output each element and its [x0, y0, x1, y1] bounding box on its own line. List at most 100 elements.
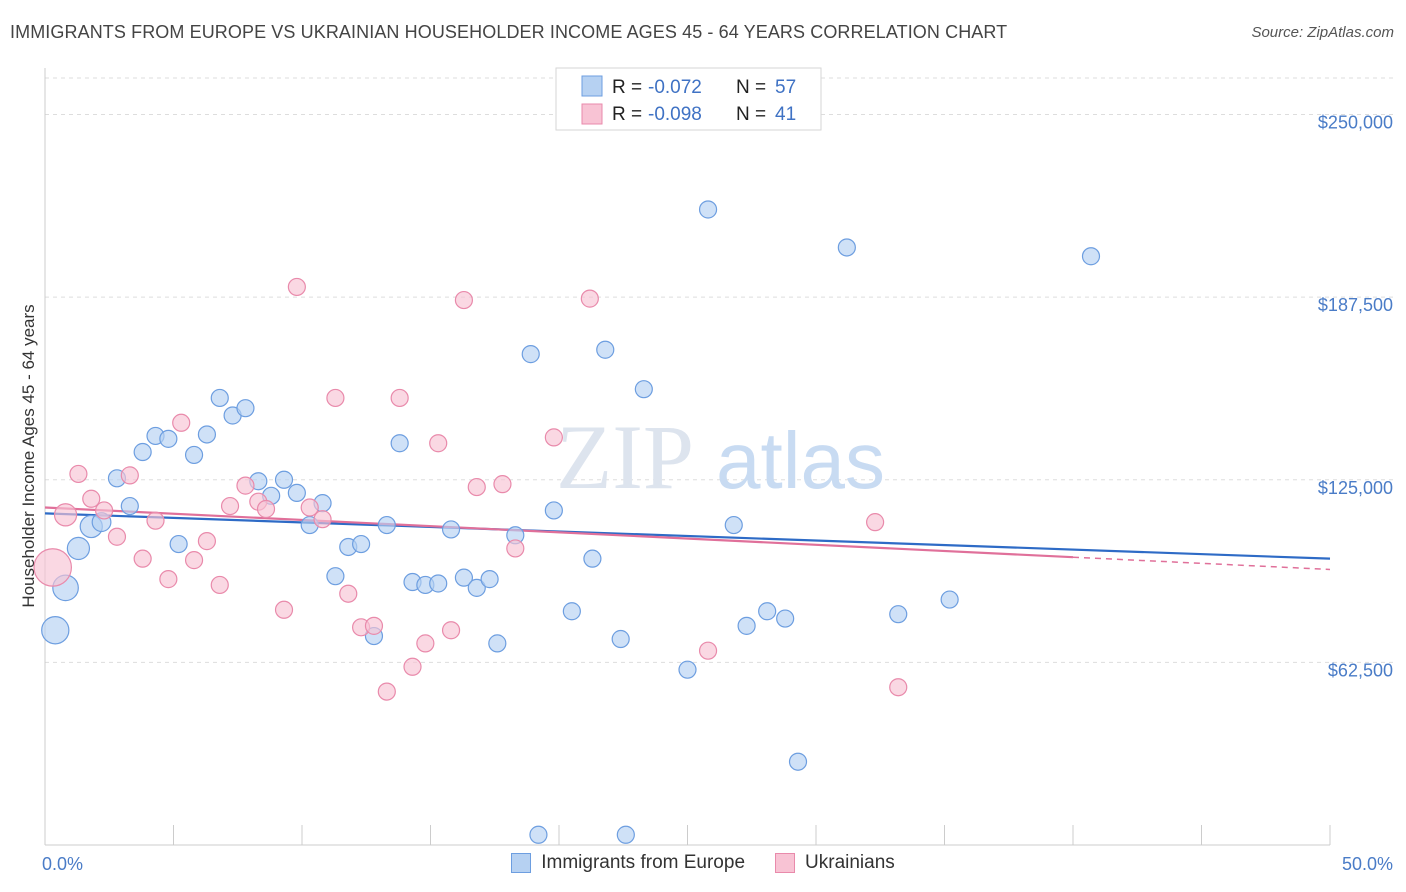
point-ukrainians-10 — [172, 413, 191, 432]
point-europe-43 — [611, 629, 630, 649]
point-ukrainians-29 — [416, 634, 435, 653]
point-ukrainians-39 — [866, 513, 885, 532]
point-europe-42 — [596, 340, 615, 359]
point-ukrainians-4 — [95, 501, 114, 520]
point-ukrainians-18 — [274, 600, 294, 619]
y-tick-label-2: $187,500 — [1318, 295, 1393, 315]
watermark: ZIP atlas — [556, 406, 885, 508]
point-europe-10 — [169, 534, 188, 554]
point-europe-24 — [352, 534, 371, 554]
point-europe-9 — [159, 429, 178, 448]
point-ukrainians-38 — [698, 641, 718, 660]
point-ukrainians-13 — [210, 575, 229, 595]
trend-extension-ukrainians — [1072, 556, 1331, 571]
y-axis-label: Householder Income Ages 45 - 64 years — [19, 304, 38, 607]
point-ukrainians-5 — [107, 527, 127, 546]
y-tick-labels: $62,500 $125,000 $187,500 $250,000 — [1318, 113, 1393, 681]
point-ukrainians-8 — [146, 511, 165, 530]
point-europe-30 — [429, 574, 448, 593]
grid-lines — [45, 77, 1395, 663]
point-europe-13 — [210, 388, 229, 408]
point-europe-49 — [737, 616, 756, 635]
point-europe-32 — [454, 568, 474, 587]
point-europe-27 — [390, 434, 409, 453]
point-ukrainians-2 — [69, 464, 88, 484]
point-europe-6 — [120, 496, 139, 516]
data-points — [33, 200, 1101, 844]
point-europe-51 — [776, 609, 795, 628]
point-europe-55 — [940, 590, 959, 609]
legend-r-value-ukrainians: -0.098 — [648, 104, 702, 125]
y-tick-label-3: $250,000 — [1318, 113, 1393, 133]
point-ukrainians-30 — [429, 434, 448, 453]
point-europe-37 — [521, 345, 540, 364]
legend: R = -0.072 N = 57 R = -0.098 N = 41 — [555, 67, 822, 131]
point-ukrainians-9 — [159, 570, 178, 589]
x-tick-label-1: 50.0% — [1342, 854, 1393, 874]
point-ukrainians-19 — [287, 277, 306, 297]
x-tick-label-0: 0.0% — [42, 854, 83, 874]
point-europe-41 — [583, 549, 602, 568]
point-europe-53 — [837, 238, 856, 257]
point-europe-22 — [326, 567, 345, 586]
watermark-atlas: atlas — [716, 416, 885, 505]
point-europe-45 — [634, 380, 653, 399]
trend-line-europe — [44, 512, 1331, 560]
point-ukrainians-17 — [256, 499, 276, 519]
point-ukrainians-7 — [133, 549, 152, 568]
point-ukrainians-33 — [467, 477, 486, 497]
legend-n-label-europe: N = — [736, 77, 766, 98]
legend-n-label-ukrainians: N = — [736, 104, 766, 125]
point-europe-48 — [724, 515, 743, 535]
point-europe-15 — [236, 399, 255, 418]
point-ukrainians-11 — [184, 551, 204, 570]
point-ukrainians-37 — [580, 289, 599, 308]
point-ukrainians-31 — [441, 621, 461, 640]
point-ukrainians-20 — [300, 498, 319, 517]
series-label-europe: Immigrants from Europe — [541, 852, 746, 873]
point-ukrainians-21 — [313, 510, 332, 529]
series-swatch-europe — [511, 853, 532, 873]
point-ukrainians-15 — [236, 476, 255, 495]
point-europe-40 — [562, 602, 581, 621]
legend-r-label-europe: R = — [612, 77, 642, 98]
trend-lines — [44, 506, 1331, 571]
x-tick-labels: 0.0% 50.0% — [42, 854, 1393, 874]
legend-swatch-europe — [581, 75, 603, 97]
legend-n-value-europe: 57 — [775, 77, 796, 98]
point-europe-19 — [287, 483, 306, 503]
chart-title: IMMIGRANTS FROM EUROPE VS UKRAINIAN HOUS… — [10, 22, 1008, 42]
point-ukrainians-14 — [220, 496, 240, 516]
point-europe-2 — [66, 536, 91, 561]
point-ukrainians-22 — [326, 388, 345, 408]
point-europe-33 — [467, 578, 486, 597]
point-europe-11 — [184, 445, 204, 465]
point-ukrainians-27 — [390, 388, 409, 408]
point-europe-26 — [377, 515, 396, 535]
point-ukrainians-28 — [403, 657, 422, 676]
point-europe-38 — [529, 825, 548, 844]
point-ukrainians-34 — [493, 475, 512, 494]
legend-r-value-europe: -0.072 — [648, 77, 702, 98]
series-legend-ukrainians: Ukrainians — [775, 852, 895, 874]
point-ukrainians-12 — [197, 532, 217, 551]
series-legend: Immigrants from Europe Ukrainians — [0, 852, 1406, 874]
series-label-ukrainians: Ukrainians — [805, 852, 895, 873]
point-europe-46 — [678, 660, 697, 679]
point-ukrainians-32 — [454, 290, 474, 310]
point-ukrainians-36 — [544, 428, 563, 447]
point-europe-44 — [616, 825, 635, 844]
point-europe-47 — [698, 200, 718, 219]
point-europe-18 — [274, 470, 294, 489]
point-europe-56 — [1081, 247, 1101, 266]
point-ukrainians-35 — [506, 539, 525, 558]
axes — [44, 68, 1331, 846]
point-europe-39 — [544, 501, 563, 520]
point-ukrainians-23 — [339, 584, 358, 603]
point-europe-50 — [758, 602, 777, 621]
point-europe-35 — [488, 634, 507, 653]
trend-line-ukrainians — [44, 506, 1074, 559]
legend-n-value-ukrainians: 41 — [775, 104, 796, 125]
watermark-zip: ZIP — [556, 406, 694, 508]
